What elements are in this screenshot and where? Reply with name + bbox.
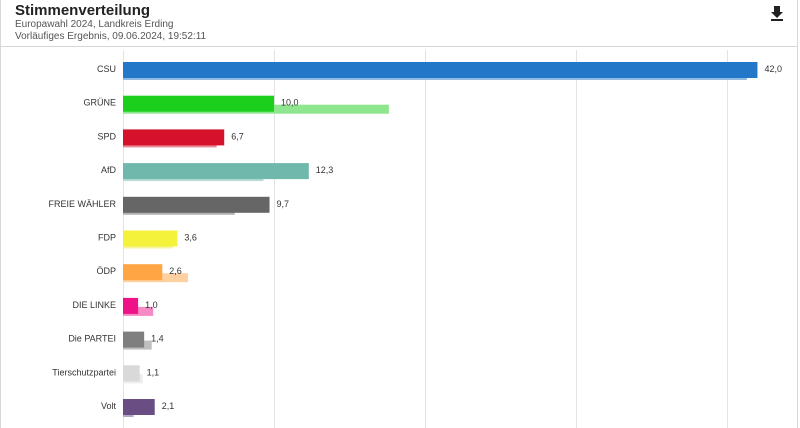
chart-status: Vorläufiges Ergebnis, 09.06.2024, 19:52:… (15, 31, 207, 42)
chart-title: Stimmenverteilung (15, 2, 151, 19)
category-label: DIE LINKE (72, 300, 116, 310)
result-bar (123, 297, 139, 314)
value-label: 42,0 (764, 64, 782, 74)
result-bar (123, 331, 145, 348)
bar-chart: CSU 42,0 GRÜNE 10,0 SPD 6,7 AfD 12,3 FREIE WÄHLE… (48, 50, 782, 428)
result-bar (123, 365, 140, 382)
download-icon[interactable] (768, 4, 786, 22)
value-label: 9,7 (277, 199, 290, 209)
value-label: 2,6 (169, 266, 182, 276)
value-label: 6,7 (231, 131, 244, 141)
header-divider (0, 46, 798, 47)
category-label: Tierschutzpartei (52, 367, 116, 377)
value-label: 1,0 (145, 300, 158, 310)
category-label: FDP (98, 233, 116, 243)
value-label: 1,1 (147, 367, 160, 377)
category-label: CSU (97, 64, 116, 74)
result-bar (123, 95, 275, 112)
result-bar (123, 129, 225, 146)
category-label: Die PARTEI (68, 334, 116, 344)
result-bar (123, 230, 178, 247)
category-label: FREIE WÄHLER (48, 199, 116, 209)
value-label: 10,0 (281, 98, 299, 108)
result-bar (123, 62, 758, 78)
value-label: 1,4 (151, 334, 164, 344)
chart-subtitle: Europawahl 2024, Landkreis Erding (15, 19, 174, 30)
category-label: ÖDP (96, 266, 116, 276)
category-label: GRÜNE (83, 98, 116, 108)
result-bar (123, 264, 163, 281)
category-label: SPD (97, 131, 116, 141)
value-label: 3,6 (184, 233, 197, 243)
category-label: AfD (101, 165, 117, 175)
result-bar (123, 196, 270, 213)
result-bar (123, 163, 309, 180)
result-bar (123, 399, 155, 415)
value-label: 12,3 (316, 165, 334, 175)
value-label: 2,1 (162, 401, 175, 411)
category-label: Volt (101, 401, 117, 411)
